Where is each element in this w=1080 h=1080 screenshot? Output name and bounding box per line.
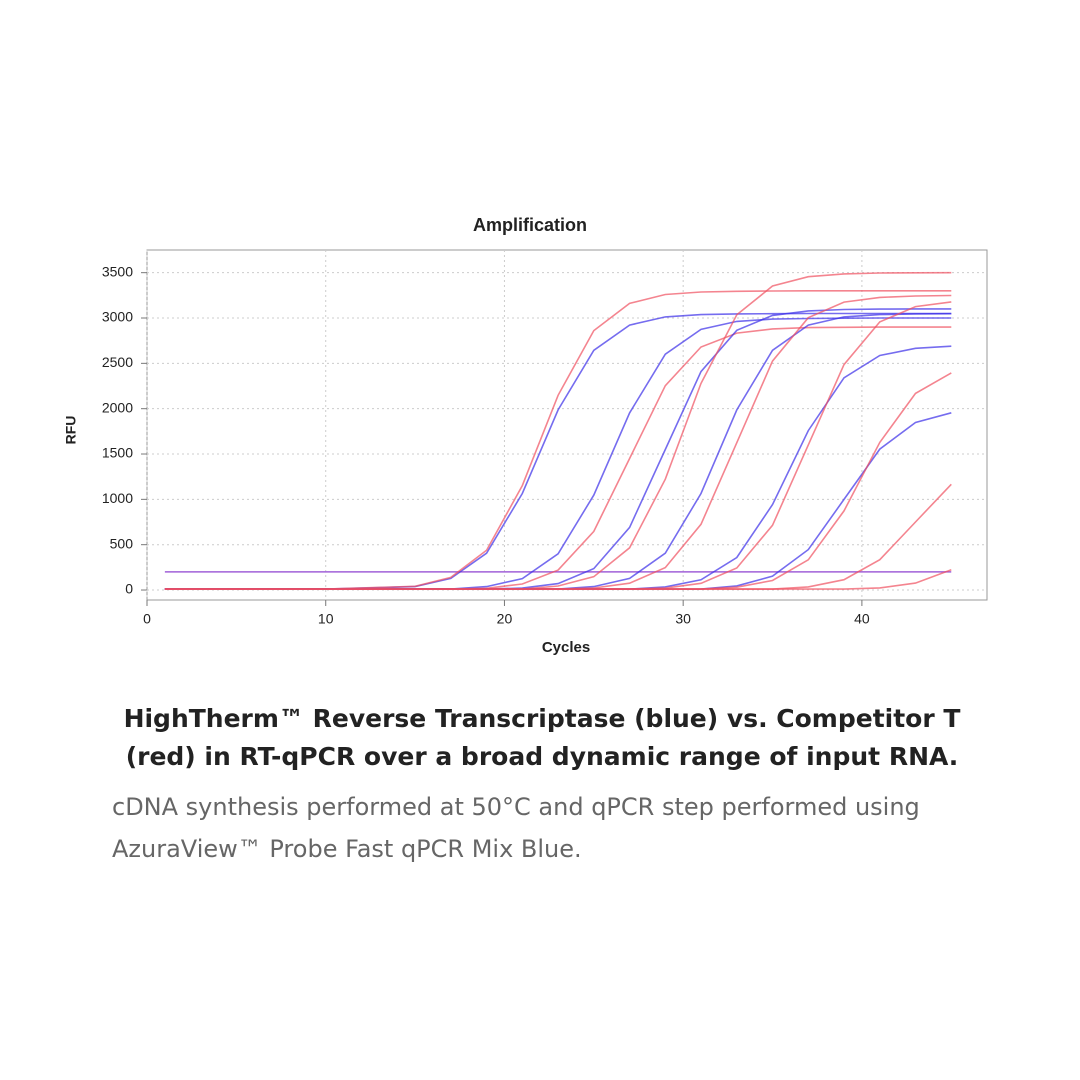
x-tick-label: 0	[143, 611, 151, 627]
y-tick-label: 1500	[102, 445, 133, 461]
amplification-curve	[164, 372, 952, 590]
y-tick-label: 3000	[102, 309, 133, 325]
y-tick-label: 2000	[102, 399, 133, 415]
amplification-curve	[164, 483, 952, 590]
y-tick-label: 1000	[102, 490, 133, 506]
x-tick-label: 30	[675, 611, 691, 627]
amplification-curve	[164, 301, 952, 590]
amplification-curve	[164, 412, 952, 590]
chart: Amplification Cycles RFU 050010001500200…	[63, 215, 988, 656]
amplification-curve	[164, 312, 952, 590]
y-tick-label: 0	[125, 581, 133, 597]
caption-heading: HighTherm™ Reverse Transcriptase (blue) …	[123, 704, 961, 771]
amplification-curve	[164, 290, 952, 590]
x-tick-label: 40	[854, 611, 870, 627]
y-tick-label: 2500	[102, 354, 133, 370]
amplification-curve	[164, 308, 952, 590]
amplification-curve	[164, 312, 952, 590]
y-tick-label: 500	[110, 535, 134, 551]
chart-title: Amplification	[473, 215, 587, 235]
x-axis-label: Cycles	[542, 639, 590, 656]
x-tick-label: 10	[318, 611, 334, 627]
amplification-curve	[164, 326, 952, 590]
y-axis-label: RFU	[63, 416, 79, 445]
plot-frame	[146, 249, 988, 601]
x-tick-label: 20	[497, 611, 513, 627]
caption-text: cDNA synthesis performed at 50°C and qPC…	[112, 793, 920, 863]
amplification-curve	[164, 569, 952, 590]
y-tick-label: 3500	[102, 263, 133, 279]
